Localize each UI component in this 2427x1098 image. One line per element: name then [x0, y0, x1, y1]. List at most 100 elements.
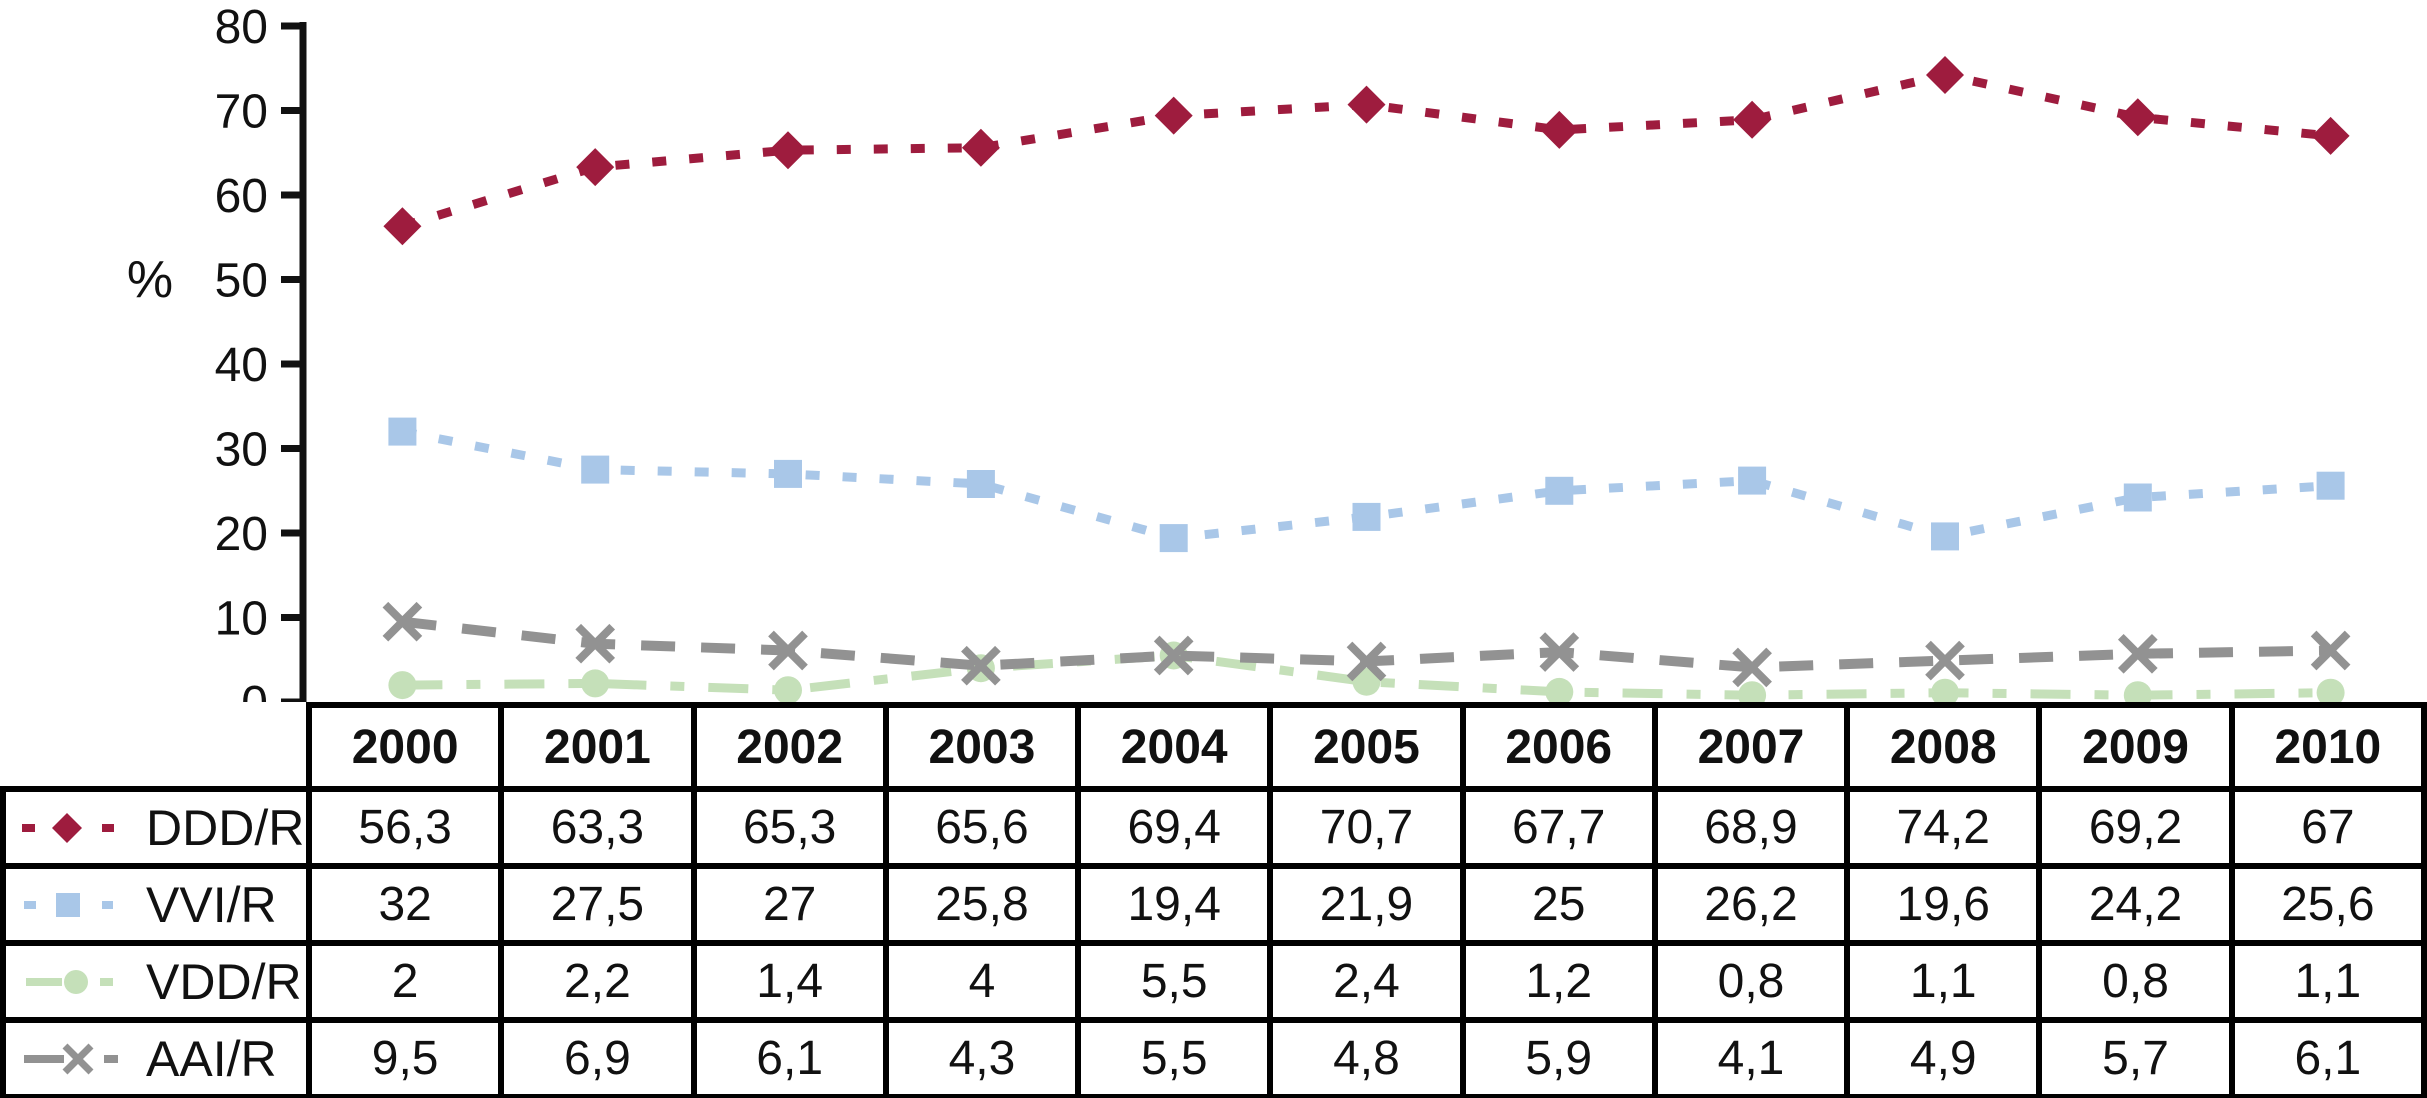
table-cell: 5,5 [1075, 1017, 1274, 1098]
year-header-cell: 2004 [1075, 702, 1274, 792]
marker-x-icon [575, 623, 616, 664]
table-cell: 68,9 [1651, 786, 1851, 869]
table-cell: 6,1 [690, 1017, 889, 1098]
legend-marker-vvi-r-icon [24, 892, 113, 917]
marker-diamond-icon [1154, 96, 1193, 135]
table-cell: 4,8 [1267, 1017, 1466, 1098]
marker-square-icon [1738, 466, 1767, 495]
marker-square-icon [774, 459, 802, 488]
legend-cell-aai-r: AAI/R [0, 1017, 312, 1098]
table-cell: 67 [2228, 786, 2427, 869]
year-header-row: 2000 2001 2002 2003 2004 2005 2006 2007 2008 2009… [3, 702, 2427, 792]
legend-wrap: AAI/R [6, 1030, 306, 1088]
table-cell: 67,7 [1459, 786, 1658, 869]
table-cell: 2 [305, 940, 505, 1023]
y-axis-tick-label: 40 [215, 339, 268, 392]
table-cell: 65,3 [690, 786, 889, 869]
table-cell: 32 [305, 863, 505, 946]
marker-x-icon [1153, 635, 1194, 676]
marker-x-icon [1539, 632, 1580, 672]
marker-square-icon [1159, 524, 1188, 553]
legend-circle [64, 969, 88, 994]
marker-circle-icon [388, 671, 417, 700]
legend-dash [104, 1054, 118, 1063]
table-row-ddd-r: DDD/R 56,3 63,3 65,3 65,6 69,4 70,7 67,7 68,9 74,… [0, 786, 2427, 869]
marker-diamond-icon [383, 207, 422, 246]
legend-marker-vdd-r-icon [26, 969, 113, 994]
marker-x-icon [768, 630, 808, 671]
chart-svg: % 0 10 20 30 40 50 60 70 80 [127, 1, 2351, 702]
legend-label: VDD/R [146, 953, 302, 1010]
marker-diamond-icon [1926, 56, 1964, 94]
table-cell: 25,8 [882, 863, 1082, 946]
legend-dash [26, 977, 62, 986]
table-cell: 6,1 [2228, 1017, 2427, 1098]
table-cell: 1,2 [1459, 940, 1658, 1023]
marker-square-icon [1352, 502, 1381, 531]
year-header-cell: 2001 [498, 702, 697, 792]
legend-cell-vdd-r: VDD/R [0, 940, 312, 1023]
table-cell: 24,2 [2036, 863, 2235, 946]
table-cell: 69,4 [1075, 786, 1274, 869]
corner-spacer [3, 705, 309, 789]
table-cell: 4,9 [1844, 1017, 2043, 1098]
legend-wrap: DDD/R [6, 799, 306, 857]
marker-x-icon [961, 645, 1001, 686]
table-cell: 21,9 [1267, 863, 1466, 946]
year-header-cell: 2000 [305, 702, 505, 792]
legend-cell-vvi-r: VVI/R [0, 863, 312, 946]
marker-diamond-icon [961, 128, 1000, 167]
marker-diamond-icon [1733, 100, 1772, 139]
table-cell: 65,6 [882, 786, 1082, 869]
marker-x-icon [2117, 633, 2158, 674]
year-header-cell: 2009 [2036, 702, 2235, 792]
marker-circle-icon [1352, 667, 1381, 696]
legend-dash [102, 823, 114, 832]
marker-x-icon [1732, 647, 1772, 688]
legend-wrap: VDD/R [6, 953, 306, 1011]
marker-circle-icon [2123, 681, 2152, 702]
marker-diamond-icon [2311, 116, 2350, 155]
table-cell: 0,8 [2036, 940, 2235, 1023]
marker-square-icon [2316, 471, 2345, 500]
table-cell: 19,6 [1844, 863, 2043, 946]
marker-x-icon [1925, 640, 1965, 681]
table-cell: 56,3 [305, 786, 505, 869]
marker-diamond-icon [1347, 85, 1386, 124]
legend-dash [22, 823, 35, 832]
y-axis-tick-label: 10 [215, 593, 268, 646]
table-cell: 25 [1459, 863, 1658, 946]
table-row-vvi-r: VVI/R 32 27,5 27 25,8 19,4 21,9 25 26,2 19,6 24,2 2… [0, 863, 2427, 946]
legend-dash [100, 977, 113, 986]
y-axis-tick-label: 20 [215, 508, 268, 561]
y-axis-tick-label: 0 [241, 677, 268, 702]
year-header-cell: 2006 [1459, 702, 1658, 792]
table-row-vdd-r: VDD/R 2 2,2 1,4 4 5,5 2,4 1,2 0,8 1,1 0,8 1,1 [0, 940, 2427, 1023]
legend-diamond [52, 812, 82, 843]
y-axis-tick-label: 30 [215, 424, 268, 477]
marker-x-icon [2310, 630, 2351, 671]
y-axis-tick-label: 80 [215, 1, 268, 54]
year-header-cell: 2008 [1844, 702, 2043, 792]
table-cell: 1,4 [690, 940, 889, 1023]
legend-x [62, 1043, 94, 1074]
year-header-cell: 2007 [1651, 702, 1851, 792]
table-cell: 2,4 [1267, 940, 1466, 1023]
legend-dash [102, 900, 113, 909]
marker-circle-icon [1545, 677, 1574, 702]
marker-circle-icon [1931, 678, 1959, 702]
table-cell: 4 [882, 940, 1082, 1023]
table-cell: 4,1 [1651, 1017, 1851, 1098]
marker-circle-icon [1738, 681, 1767, 702]
data-table: 2000 2001 2002 2003 2004 2005 2006 2007 2008 2009… [0, 702, 2427, 1098]
table-cell: 19,4 [1075, 863, 1274, 946]
marker-x-icon [1346, 641, 1387, 682]
y-axis-unit-label: % [127, 251, 173, 309]
table-cell: 5,5 [1075, 940, 1274, 1023]
table-cell: 2,2 [498, 940, 697, 1023]
table-cell: 4,3 [882, 1017, 1082, 1098]
year-header-cell: 2005 [1267, 702, 1466, 792]
legend-cell-ddd-r: DDD/R [0, 786, 312, 869]
y-axis-tick-label: 60 [215, 170, 268, 223]
